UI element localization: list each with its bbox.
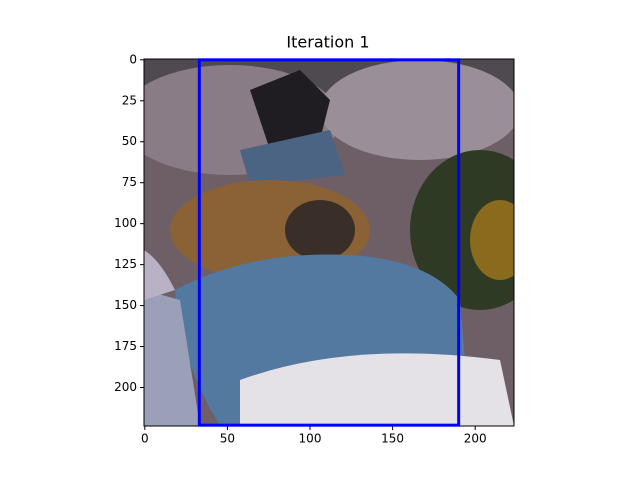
chart-title: Iteration 1 (286, 33, 369, 52)
x-tick-label: 150 (381, 432, 404, 446)
y-tick-label: 200 (114, 380, 137, 394)
y-tick-label: 100 (114, 216, 137, 230)
photo (144, 59, 514, 426)
y-tick-label: 50 (122, 134, 137, 148)
x-tick-label: 100 (299, 432, 322, 446)
y-tick-label: 125 (114, 257, 137, 271)
y-tick-label: 150 (114, 298, 137, 312)
x-tick-label: 0 (141, 432, 149, 446)
y-tick-label: 25 (122, 93, 137, 107)
bounding-box (197, 58, 461, 427)
y-tick-label: 75 (122, 175, 137, 189)
y-tick-label: 0 (129, 52, 137, 66)
x-tick-label: 50 (220, 432, 235, 446)
y-tick-label: 175 (114, 339, 137, 353)
x-tick-label: 200 (464, 432, 487, 446)
